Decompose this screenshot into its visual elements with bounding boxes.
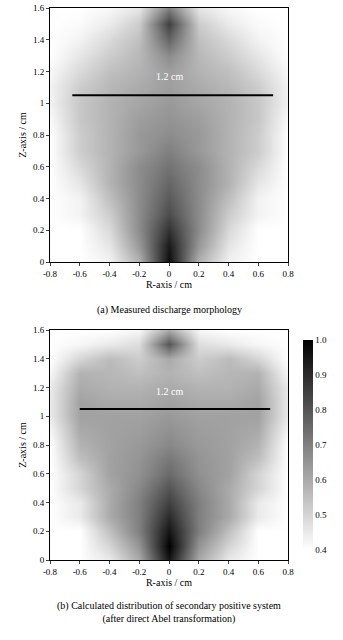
svg-text:0: 0	[40, 555, 45, 565]
svg-text:-0.2: -0.2	[132, 567, 146, 577]
svg-text:0.8: 0.8	[33, 130, 45, 140]
svg-text:-0.2: -0.2	[132, 269, 146, 279]
svg-text:1.4: 1.4	[33, 35, 45, 45]
svg-text:0.4: 0.4	[223, 567, 235, 577]
svg-text:0.8: 0.8	[282, 567, 294, 577]
svg-text:(b) Calculated distribution of: (b) Calculated distribution of secondary…	[57, 600, 281, 625]
svg-text:0.2: 0.2	[33, 526, 44, 536]
svg-text:0.4: 0.4	[315, 545, 327, 555]
svg-text:-0.6: -0.6	[73, 269, 88, 279]
svg-text:0.6: 0.6	[315, 475, 327, 485]
svg-text:0.2: 0.2	[193, 269, 204, 279]
svg-text:0.5: 0.5	[315, 510, 327, 520]
svg-text:0.7: 0.7	[315, 440, 327, 450]
svg-text:1.2: 1.2	[33, 383, 44, 393]
svg-text:0.9: 0.9	[315, 370, 327, 380]
svg-text:0.4: 0.4	[33, 194, 45, 204]
svg-text:R-axis / cm: R-axis / cm	[146, 279, 192, 290]
svg-text:R-axis / cm: R-axis / cm	[146, 577, 192, 588]
svg-text:0: 0	[167, 269, 172, 279]
svg-text:0.2: 0.2	[33, 225, 44, 235]
svg-text:1.0: 1.0	[315, 335, 327, 345]
svg-text:-0.8: -0.8	[43, 567, 58, 577]
svg-text:0.2: 0.2	[193, 567, 204, 577]
svg-text:0.6: 0.6	[33, 162, 45, 172]
svg-text:1: 1	[40, 98, 45, 108]
svg-text:Z-axis / cm: Z-axis / cm	[17, 112, 28, 158]
svg-text:1.2 cm: 1.2 cm	[156, 386, 183, 397]
svg-text:-0.8: -0.8	[43, 269, 58, 279]
svg-text:-0.6: -0.6	[73, 567, 88, 577]
svg-text:1.2: 1.2	[33, 67, 44, 77]
svg-text:0.6: 0.6	[253, 269, 265, 279]
svg-text:0: 0	[167, 567, 172, 577]
svg-text:0: 0	[40, 257, 45, 267]
svg-text:0.4: 0.4	[223, 269, 235, 279]
svg-text:(a) Measured discharge morphol: (a) Measured discharge morphology	[97, 304, 242, 316]
svg-text:0.4: 0.4	[33, 498, 45, 508]
svg-text:-0.4: -0.4	[102, 567, 117, 577]
svg-text:1.2 cm: 1.2 cm	[156, 71, 183, 82]
svg-text:1.4: 1.4	[33, 354, 45, 364]
svg-text:1.6: 1.6	[33, 325, 45, 335]
svg-text:1: 1	[40, 411, 45, 421]
svg-text:Z-axis / cm: Z-axis / cm	[17, 422, 28, 468]
svg-text:0.6: 0.6	[253, 567, 265, 577]
svg-text:0.6: 0.6	[33, 469, 45, 479]
svg-text:0.8: 0.8	[315, 405, 327, 415]
svg-text:0.8: 0.8	[33, 440, 45, 450]
svg-text:-0.4: -0.4	[102, 269, 117, 279]
svg-text:1.6: 1.6	[33, 3, 45, 13]
svg-text:0.8: 0.8	[282, 269, 294, 279]
